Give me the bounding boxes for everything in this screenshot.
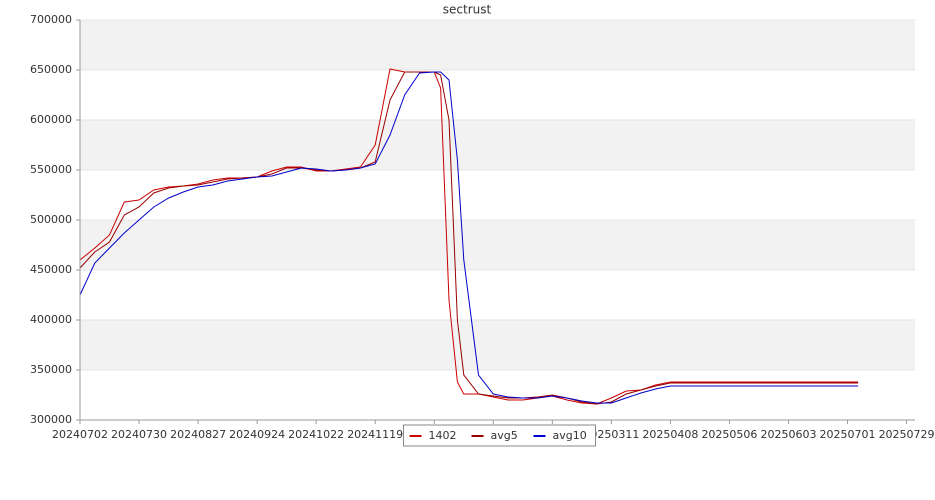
- x-tick-label: 20240827: [170, 428, 226, 441]
- x-tick-label: 20250603: [760, 428, 816, 441]
- y-tick-label: 600000: [30, 113, 72, 126]
- y-tick-label: 500000: [30, 213, 72, 226]
- grid-band: [80, 220, 915, 270]
- grid-band: [80, 20, 915, 70]
- legend: 1402 avg5 avg10: [403, 424, 596, 447]
- grid: [80, 19, 915, 421]
- y-tick-label: 650000: [30, 63, 72, 76]
- grid-band: [80, 320, 915, 370]
- y-tick-label: 700000: [30, 13, 72, 26]
- chart-title: sectrust: [443, 3, 492, 17]
- x-tick-label: 20241022: [288, 428, 344, 441]
- x-tick-label: 20240702: [52, 428, 108, 441]
- grid-band: [80, 120, 915, 170]
- legend-label: 1402: [429, 429, 457, 442]
- legend-label: avg5: [491, 429, 518, 442]
- x-tick-label: 20250408: [642, 428, 698, 441]
- x-tick-label: 20250506: [701, 428, 757, 441]
- axes: 300000 350000 400000 450000 500000 550000 6000…: [30, 13, 935, 441]
- y-tick-label: 300000: [30, 413, 72, 426]
- lines: [79, 68, 859, 405]
- x-tick-label: 20240924: [229, 428, 285, 441]
- y-tick-label: 450000: [30, 263, 72, 276]
- y-tick-label: 350000: [30, 363, 72, 376]
- legend-box: [403, 424, 596, 447]
- legend-label: avg10: [553, 429, 587, 442]
- x-tick-label: 20250311: [583, 428, 639, 441]
- x-tick-label: 20250701: [820, 428, 876, 441]
- series-line: [79, 71, 859, 404]
- y-tick-label: 550000: [30, 163, 72, 176]
- x-tick-label: 20250729: [879, 428, 935, 441]
- x-tick-label: 20240730: [111, 428, 167, 441]
- y-tick-label: 400000: [30, 313, 72, 326]
- series-line: [79, 71, 859, 405]
- series-line: [79, 68, 859, 405]
- x-tick-label: 20241119: [347, 428, 403, 441]
